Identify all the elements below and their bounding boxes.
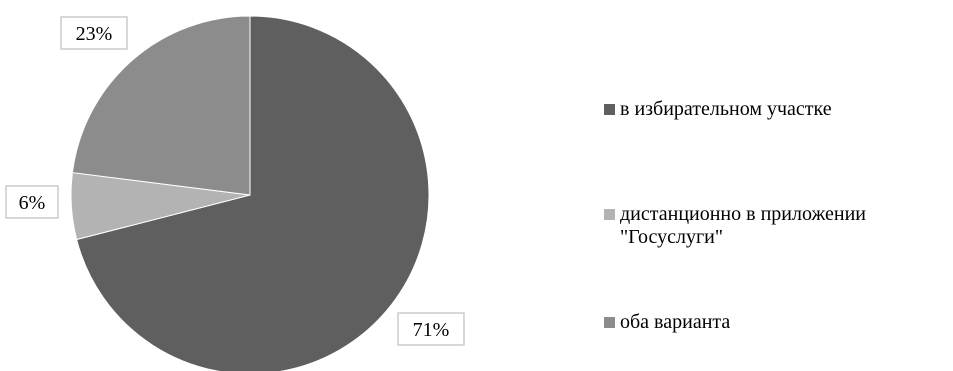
legend-item-both-options: оба варианта	[604, 311, 730, 334]
data-label-23-box	[60, 16, 128, 50]
legend-swatch-both-options	[604, 317, 615, 328]
legend-label-in-polling-station: в избирательном участке	[620, 98, 832, 120]
legend-swatch-in-polling-station	[604, 104, 615, 115]
legend-item-remote-gosuslugi: дистанционно в приложении "Госуслуги"	[604, 203, 866, 249]
legend-label-both-options: оба варианта	[620, 311, 731, 333]
legend-swatch-remote-gosuslugi	[604, 209, 615, 220]
data-label-23: 23%	[60, 16, 128, 50]
pie-slice-both-options	[71, 15, 251, 196]
data-label-6-box	[5, 185, 59, 219]
pie-chart: 71% 6% 23%	[5, 15, 465, 371]
data-label-71: 71%	[397, 312, 465, 346]
data-label-6: 6%	[5, 185, 59, 219]
legend-item-in-polling-station: в избирательном участке	[604, 98, 832, 121]
data-label-71-box	[397, 312, 465, 346]
legend-label-remote-gosuslugi: дистанционно в приложении "Госуслуги"	[620, 203, 867, 248]
data-label-6-text: 6%	[19, 192, 46, 214]
pie-slice-in-polling-station	[76, 15, 430, 371]
data-label-71-text: 71%	[413, 319, 450, 341]
legend: в избирательном участке дистанционно в п…	[604, 0, 949, 371]
data-label-23-text: 23%	[76, 23, 113, 45]
